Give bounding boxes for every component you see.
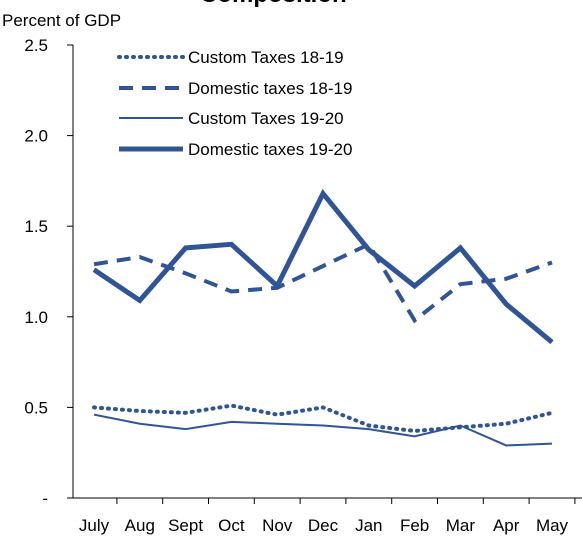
x-tick-label: Nov: [262, 516, 293, 535]
legend-label: Custom Taxes 18-19: [188, 48, 344, 67]
x-tick-label: Feb: [400, 516, 429, 535]
x-tick-label: Aug: [125, 516, 155, 535]
legend-label: Domestic taxes 19-20: [188, 140, 352, 159]
y-tick-label: 1.0: [24, 308, 48, 327]
y-tick-label: -: [42, 489, 48, 508]
x-tick-label: Oct: [218, 516, 245, 535]
legend: Custom Taxes 18-19 Domestic taxes 18-19 Cu…: [117, 48, 352, 159]
x-tick-label: May: [536, 516, 569, 535]
series-line-thick: [92, 188, 554, 345]
series-line-dotted: [92, 403, 554, 433]
x-axis-ticks: July Aug Sept Oct Nov Dec Jan Feb Mar Apr May: [79, 498, 576, 535]
x-tick-label: Apr: [493, 516, 520, 535]
axes: [72, 45, 582, 499]
y-axis-ticks: - 0.5 1.0 1.5 2.0 2.5: [24, 36, 73, 508]
x-tick-label: Sept: [168, 516, 203, 535]
x-tick-label: Dec: [308, 516, 339, 535]
y-axis-label: Percent of GDP: [2, 11, 121, 30]
series-lines: [92, 188, 554, 447]
x-tick-label: July: [79, 516, 110, 535]
y-tick-label: 0.5: [24, 398, 48, 417]
y-tick-label: 2.0: [24, 127, 48, 146]
series-line-dashed: [93, 241, 553, 324]
y-tick-label: 1.5: [24, 217, 48, 236]
x-tick-label: Jan: [355, 516, 382, 535]
x-tick-label: Mar: [446, 516, 476, 535]
legend-label: Domestic taxes 18-19: [188, 79, 352, 98]
y-tick-label: 2.5: [24, 36, 48, 55]
series-line-thin: [93, 413, 553, 447]
legend-label: Custom Taxes 19-20: [188, 109, 344, 128]
chart-title: Composition: [200, 0, 347, 8]
